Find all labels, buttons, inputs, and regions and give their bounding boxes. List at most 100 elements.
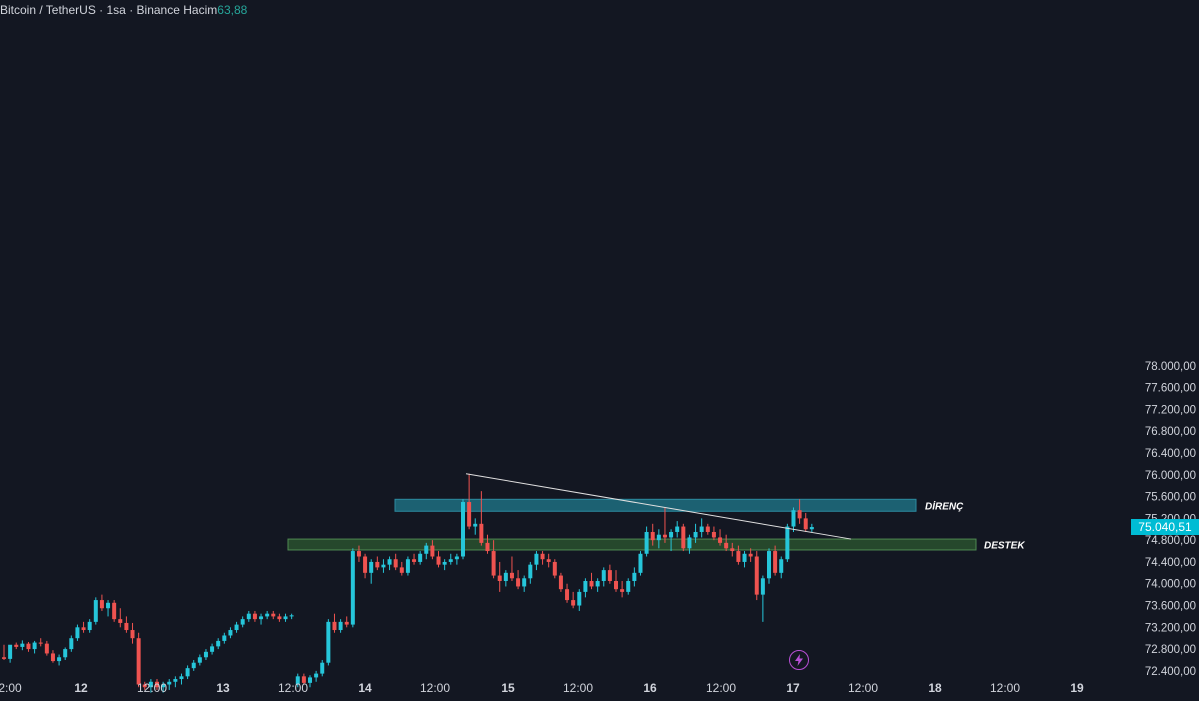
price-tick-label: 77.200,00 bbox=[1145, 404, 1196, 416]
candle-body bbox=[14, 644, 19, 647]
candle bbox=[259, 613, 264, 625]
candle bbox=[809, 523, 814, 532]
candle-body bbox=[760, 578, 765, 595]
candle bbox=[26, 642, 31, 652]
candle-body bbox=[246, 613, 251, 620]
candle bbox=[693, 523, 698, 543]
candle bbox=[656, 529, 661, 549]
candle-body bbox=[601, 570, 606, 582]
candle bbox=[540, 551, 545, 565]
candle bbox=[350, 548, 355, 628]
candle-body bbox=[405, 559, 410, 573]
candle bbox=[644, 526, 649, 557]
candle-body bbox=[344, 621, 349, 625]
candle-body bbox=[8, 644, 13, 659]
time-tick-label: 12 bbox=[74, 681, 88, 695]
candle bbox=[38, 638, 43, 647]
candle bbox=[167, 679, 172, 690]
last-price-tag: 75.040,51 bbox=[1131, 519, 1199, 536]
candle bbox=[730, 542, 735, 557]
resistance-zone bbox=[394, 498, 917, 512]
candle bbox=[430, 540, 435, 560]
candle-body bbox=[687, 537, 692, 549]
candle-body bbox=[124, 622, 129, 631]
candle-body bbox=[99, 600, 104, 609]
candle-body bbox=[809, 527, 814, 530]
candle bbox=[558, 572, 563, 592]
candle-body bbox=[491, 551, 496, 576]
lightning-icon[interactable] bbox=[789, 650, 809, 670]
candle bbox=[124, 616, 129, 633]
candle-body bbox=[718, 537, 723, 543]
price-tick-label: 74.400,00 bbox=[1145, 557, 1196, 569]
candle-body bbox=[363, 556, 368, 573]
candle bbox=[369, 559, 374, 584]
candle-body bbox=[693, 531, 698, 538]
candle-body bbox=[742, 553, 747, 562]
candle-body bbox=[442, 561, 447, 565]
candle bbox=[699, 518, 704, 538]
candle-body bbox=[308, 677, 312, 683]
candle bbox=[283, 613, 288, 622]
candle-body bbox=[675, 526, 680, 532]
candle bbox=[620, 581, 625, 598]
price-tick-label: 76.400,00 bbox=[1145, 448, 1196, 460]
candle-body bbox=[259, 616, 264, 620]
candle-body bbox=[222, 635, 227, 641]
candle-body bbox=[620, 589, 625, 592]
candle bbox=[381, 559, 386, 573]
candle bbox=[338, 619, 343, 633]
candle-body bbox=[803, 518, 808, 530]
time-tick-label: 17 bbox=[786, 681, 800, 695]
candle bbox=[399, 561, 404, 576]
candle-body bbox=[295, 676, 300, 685]
candle bbox=[246, 610, 251, 622]
candle bbox=[467, 473, 472, 530]
candle-body bbox=[142, 684, 147, 688]
candle bbox=[491, 540, 496, 579]
candle-body bbox=[63, 649, 68, 658]
candle bbox=[614, 570, 618, 592]
candle bbox=[632, 567, 637, 587]
candle-body bbox=[399, 567, 404, 573]
candle bbox=[442, 559, 447, 571]
candle-body bbox=[75, 627, 80, 639]
candle-body bbox=[724, 542, 729, 549]
candle bbox=[650, 523, 655, 546]
candle bbox=[387, 556, 392, 571]
candle bbox=[161, 681, 166, 693]
candle bbox=[516, 570, 521, 590]
candle bbox=[724, 534, 729, 552]
candle bbox=[485, 534, 490, 554]
candle-body bbox=[577, 591, 582, 606]
candle-body bbox=[730, 548, 735, 552]
candle bbox=[216, 638, 221, 650]
candle-body bbox=[112, 602, 117, 620]
candle-body bbox=[234, 624, 239, 631]
candle-body bbox=[638, 553, 643, 573]
candle bbox=[479, 491, 484, 546]
candle-body bbox=[779, 559, 784, 573]
candle bbox=[773, 545, 778, 576]
symbol-legend[interactable]: Bitcoin / TetherUS · 1sa · Binance Hacim… bbox=[0, 3, 247, 17]
time-tick-label: 14 bbox=[358, 681, 372, 695]
candle-body bbox=[26, 643, 31, 650]
candle-body bbox=[583, 581, 588, 592]
candle-body bbox=[57, 657, 62, 662]
candle-body bbox=[436, 556, 441, 565]
candle-body bbox=[32, 642, 37, 650]
candle bbox=[711, 526, 716, 541]
candle-body bbox=[528, 564, 533, 579]
candle-body bbox=[155, 681, 159, 688]
candle bbox=[522, 575, 527, 592]
candle-body bbox=[522, 578, 527, 587]
candle-body bbox=[767, 551, 771, 579]
candle-body bbox=[252, 613, 257, 620]
candle-body bbox=[546, 559, 551, 562]
candle-body bbox=[632, 572, 637, 582]
time-tick-label: 12:00 bbox=[278, 681, 308, 695]
candle bbox=[662, 507, 667, 543]
candle bbox=[148, 679, 153, 693]
candle bbox=[308, 675, 312, 688]
